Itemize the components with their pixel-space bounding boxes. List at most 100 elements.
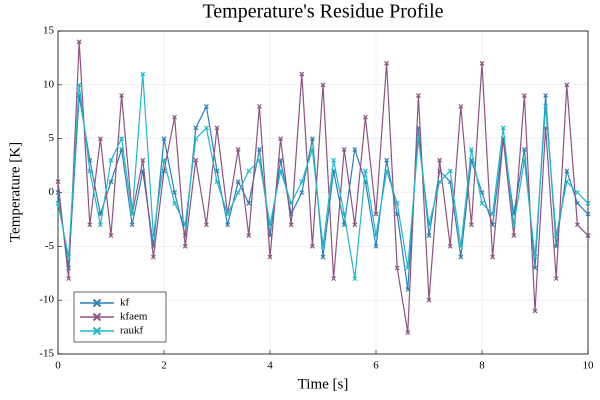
marker — [108, 157, 114, 163]
marker — [511, 222, 517, 228]
marker — [299, 190, 305, 195]
marker — [426, 233, 432, 238]
marker — [437, 157, 443, 163]
marker — [585, 200, 591, 206]
marker — [479, 200, 485, 206]
marker — [108, 179, 114, 185]
marker — [203, 125, 209, 131]
marker — [267, 254, 273, 260]
marker — [172, 200, 178, 206]
marker — [278, 168, 284, 174]
marker — [426, 297, 432, 303]
marker — [405, 265, 411, 271]
series-line — [57, 74, 589, 279]
marker — [543, 103, 549, 109]
marker — [256, 157, 262, 163]
marker — [214, 179, 220, 185]
legend-marker — [92, 312, 102, 322]
marker — [225, 222, 231, 228]
marker — [511, 233, 517, 238]
marker — [214, 125, 220, 131]
marker — [235, 190, 241, 195]
marker — [320, 243, 326, 249]
marker — [352, 222, 358, 228]
marker — [490, 211, 496, 217]
marker — [320, 254, 326, 260]
marker — [564, 82, 570, 88]
marker — [521, 157, 527, 163]
marker — [574, 190, 580, 195]
marker — [521, 147, 527, 152]
marker — [437, 179, 443, 185]
marker — [97, 222, 103, 228]
marker — [553, 233, 559, 238]
marker — [341, 147, 347, 152]
marker — [394, 265, 400, 271]
marker — [288, 222, 294, 228]
marker — [458, 103, 464, 109]
legend-marker — [92, 298, 102, 308]
marker — [119, 93, 125, 99]
marker — [182, 243, 188, 249]
marker — [225, 211, 231, 217]
legend-label: kf — [120, 297, 130, 309]
marker — [299, 179, 305, 185]
marker — [246, 168, 252, 174]
marker — [129, 211, 135, 217]
marker — [97, 136, 103, 142]
marker — [384, 60, 390, 66]
marker — [150, 233, 156, 238]
marker — [458, 243, 464, 249]
marker — [384, 168, 390, 174]
y-tick-label: 0 — [49, 186, 55, 198]
marker — [585, 211, 591, 217]
y-tick-label: 10 — [43, 78, 55, 90]
marker — [161, 157, 167, 163]
marker — [574, 222, 580, 228]
marker — [447, 243, 453, 249]
marker — [479, 60, 485, 66]
marker — [140, 71, 146, 77]
marker — [341, 211, 347, 217]
y-tick-label: 5 — [49, 132, 55, 144]
marker — [532, 308, 538, 314]
marker — [119, 136, 125, 142]
y-axis-label: Temperature [K] — [7, 142, 23, 242]
marker — [426, 222, 432, 228]
marker — [246, 233, 252, 238]
marker — [76, 39, 82, 45]
marker — [447, 168, 453, 174]
marker — [384, 157, 390, 163]
marker — [108, 233, 114, 238]
marker — [373, 243, 379, 249]
marker — [150, 254, 156, 260]
marker — [55, 200, 61, 206]
marker — [468, 147, 474, 152]
x-tick-label: 4 — [267, 360, 273, 372]
marker — [394, 200, 400, 206]
marker — [87, 222, 93, 228]
marker — [235, 147, 241, 152]
y-tick-label: -15 — [39, 348, 54, 360]
legend-label: kfaem — [120, 311, 148, 323]
marker — [373, 211, 379, 217]
marker — [521, 93, 527, 99]
marker — [320, 82, 326, 88]
marker — [362, 168, 368, 174]
marker — [172, 190, 178, 195]
marker — [66, 254, 72, 260]
marker — [267, 222, 273, 228]
marker — [288, 200, 294, 206]
marker — [564, 179, 570, 185]
chart-title: Temperature's Residue Profile — [202, 1, 443, 23]
marker — [458, 254, 464, 260]
marker — [193, 136, 199, 142]
marker — [373, 233, 379, 238]
marker — [309, 136, 315, 142]
legend-marker — [92, 326, 102, 336]
marker — [278, 136, 284, 142]
x-tick-label: 6 — [373, 360, 379, 372]
legend-label: raukf — [120, 325, 144, 337]
x-tick-label: 0 — [55, 360, 61, 372]
marker — [299, 71, 305, 77]
